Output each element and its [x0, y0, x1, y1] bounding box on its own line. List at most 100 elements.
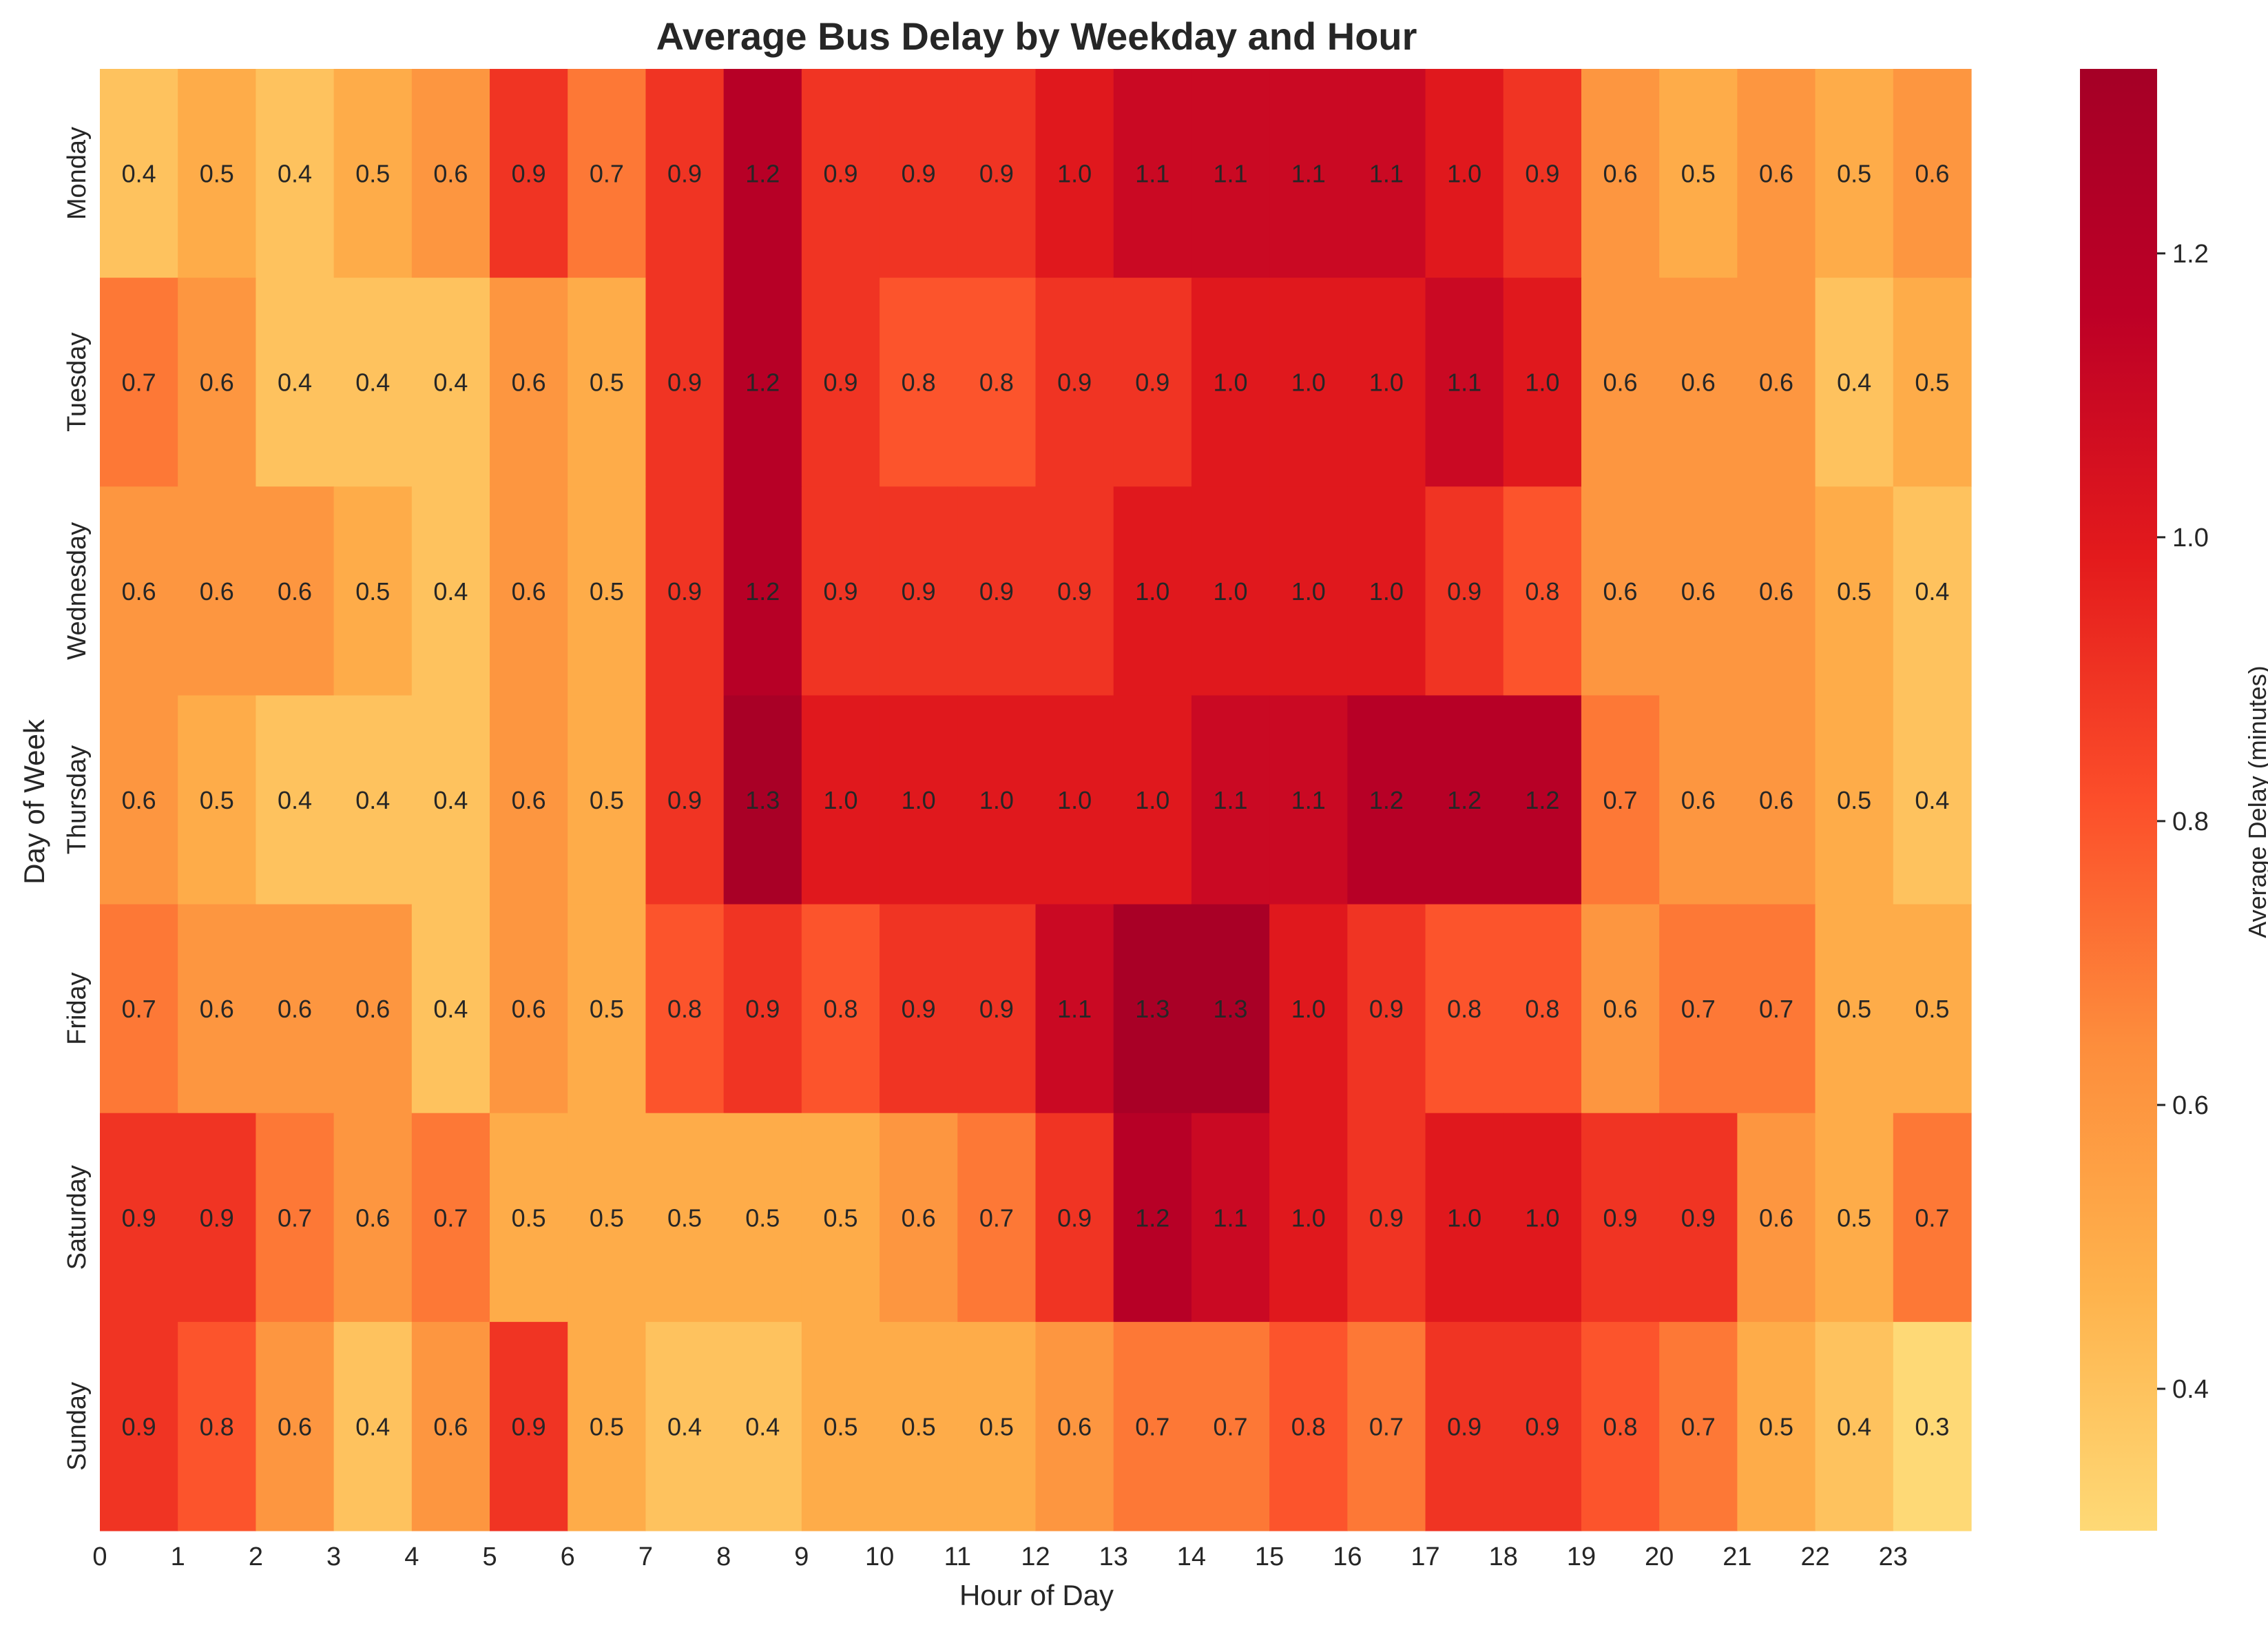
- colorbar-tick-label: 0.6: [2172, 1091, 2209, 1120]
- y-axis-ticks: Monday Tuesday Wednesday Thursday Friday Satu…: [63, 127, 92, 1471]
- heatmap-cell: [1347, 695, 1426, 905]
- cell-value-label: 0.4: [1837, 1412, 1871, 1440]
- cell-value-label: 0.5: [590, 1204, 624, 1232]
- cell-value-label: 0.6: [512, 995, 546, 1023]
- heatmap-cell: [880, 1321, 958, 1531]
- heatmap-cell: [333, 1321, 413, 1531]
- heatmap-cell: [1893, 278, 1972, 487]
- heatmap-cell: [801, 486, 880, 696]
- cell-value-label: 0.6: [1915, 160, 1949, 188]
- x-axis-ticks: 0 1 2 3 4 5 6 7 8 9 10 11 12 13 14 15 16 17 18 19 20 21 22 23: [92, 1542, 1908, 1571]
- x-tick-label: 5: [482, 1542, 497, 1571]
- cell-value-label: 0.9: [667, 577, 702, 606]
- heatmap-cell: [1815, 278, 1894, 487]
- cell-value-label: 1.0: [1525, 1204, 1559, 1232]
- cell-value-label: 0.8: [1525, 995, 1559, 1023]
- heatmap-cell: [1659, 486, 1738, 696]
- heatmap-cell: [1191, 1113, 1270, 1323]
- cell-value-label: 1.3: [745, 786, 780, 814]
- cell-value-label: 0.9: [512, 160, 546, 188]
- cell-value-label: 0.5: [745, 1204, 780, 1232]
- heatmap-cell: [880, 278, 958, 487]
- cell-value-label: 0.6: [1057, 1412, 1092, 1440]
- heatmap-cell: [1191, 486, 1270, 696]
- cell-value-label: 0.9: [979, 995, 1014, 1023]
- cell-value-label: 0.6: [1759, 1204, 1793, 1232]
- cell-value-label: 0.5: [590, 577, 624, 606]
- cell-value-label: 0.5: [512, 1204, 546, 1232]
- cell-value-label: 0.6: [200, 995, 234, 1023]
- chart-title: Average Bus Delay by Weekday and Hour: [656, 14, 1417, 58]
- heatmap-cell: [411, 486, 490, 696]
- heatmap-cell: [1503, 695, 1582, 905]
- cell-value-label: 0.7: [122, 995, 156, 1023]
- cell-value-label: 1.0: [1447, 1204, 1481, 1232]
- heatmap-cell: [1035, 695, 1114, 905]
- cell-value-label: 1.3: [1135, 995, 1169, 1023]
- cell-value-label: 0.8: [1291, 1412, 1326, 1440]
- heatmap-cell: [1035, 278, 1114, 487]
- cell-value-label: 1.1: [1057, 995, 1092, 1023]
- x-axis-label: Hour of Day: [959, 1579, 1114, 1611]
- cell-value-label: 1.2: [745, 160, 780, 188]
- heatmap-cell: [411, 69, 490, 278]
- x-tick-label: 18: [1489, 1542, 1518, 1571]
- heatmap-cell: [178, 278, 257, 487]
- cell-value-label: 0.5: [590, 1412, 624, 1440]
- cell-value-label: 0.4: [278, 369, 312, 397]
- cell-value-label: 0.9: [122, 1204, 156, 1232]
- cell-value-label: 0.9: [122, 1412, 156, 1440]
- cell-value-label: 0.9: [1057, 577, 1092, 606]
- heatmap-cell: [1737, 904, 1816, 1114]
- heatmap-cell: [411, 1321, 490, 1531]
- cell-value-label: 0.4: [355, 369, 390, 397]
- heatmap-cell: [256, 278, 335, 487]
- cell-value-label: 0.7: [1603, 786, 1638, 814]
- heatmap-cell: [1581, 278, 1660, 487]
- heatmap-cell: [411, 1113, 490, 1323]
- heatmap-cell: [1425, 69, 1504, 278]
- heatmap-cell: [178, 1113, 257, 1323]
- x-tick-label: 23: [1879, 1542, 1908, 1571]
- cell-value-label: 0.9: [1681, 1204, 1716, 1232]
- heatmap-cell: [1503, 1113, 1582, 1323]
- x-tick-label: 16: [1333, 1542, 1362, 1571]
- heatmap-cell: [490, 904, 568, 1114]
- cell-value-label: 0.9: [1135, 369, 1169, 397]
- cell-value-label: 0.8: [1447, 995, 1481, 1023]
- y-tick-label: Thursday: [63, 745, 92, 854]
- cell-value-label: 0.6: [355, 1204, 390, 1232]
- cell-value-label: 1.1: [1291, 786, 1326, 814]
- heatmap-cell: [256, 1113, 335, 1323]
- cell-value-label: 0.9: [1369, 1204, 1404, 1232]
- cell-value-label: 0.7: [278, 1204, 312, 1232]
- cell-value-label: 0.8: [902, 369, 936, 397]
- cell-value-label: 0.8: [667, 995, 702, 1023]
- heatmap-cell: [490, 695, 568, 905]
- x-tick-label: 20: [1645, 1542, 1674, 1571]
- cell-value-label: 0.5: [1837, 577, 1871, 606]
- colorbar-label: Average Delay (minutes): [2243, 665, 2268, 938]
- cell-value-label: 0.9: [979, 160, 1014, 188]
- cell-value-label: 1.1: [1369, 160, 1404, 188]
- cell-value-label: 0.6: [512, 369, 546, 397]
- x-tick-label: 9: [794, 1542, 809, 1571]
- cell-value-label: 0.5: [667, 1204, 702, 1232]
- cell-value-label: 0.5: [1837, 995, 1871, 1023]
- cell-value-label: 0.9: [902, 160, 936, 188]
- cell-value-label: 0.6: [1681, 369, 1716, 397]
- heatmap-cell: [1113, 278, 1192, 487]
- heatmap-cell: [1581, 1113, 1660, 1323]
- colorbar-tick-label: 1.0: [2172, 524, 2209, 552]
- cell-value-label: 1.0: [1213, 369, 1247, 397]
- heatmap-cell: [1503, 904, 1582, 1114]
- heatmap-cell: [490, 486, 568, 696]
- heatmap-cell: [1815, 486, 1894, 696]
- cell-value-label: 0.5: [979, 1412, 1014, 1440]
- heatmap-cell: [1191, 69, 1270, 278]
- cell-value-label: 0.8: [1603, 1412, 1638, 1440]
- heatmap-cell: [1113, 486, 1192, 696]
- heatmap-cell: [1581, 486, 1660, 696]
- cell-value-label: 0.5: [1837, 160, 1871, 188]
- cell-value-label: 0.5: [1837, 1204, 1871, 1232]
